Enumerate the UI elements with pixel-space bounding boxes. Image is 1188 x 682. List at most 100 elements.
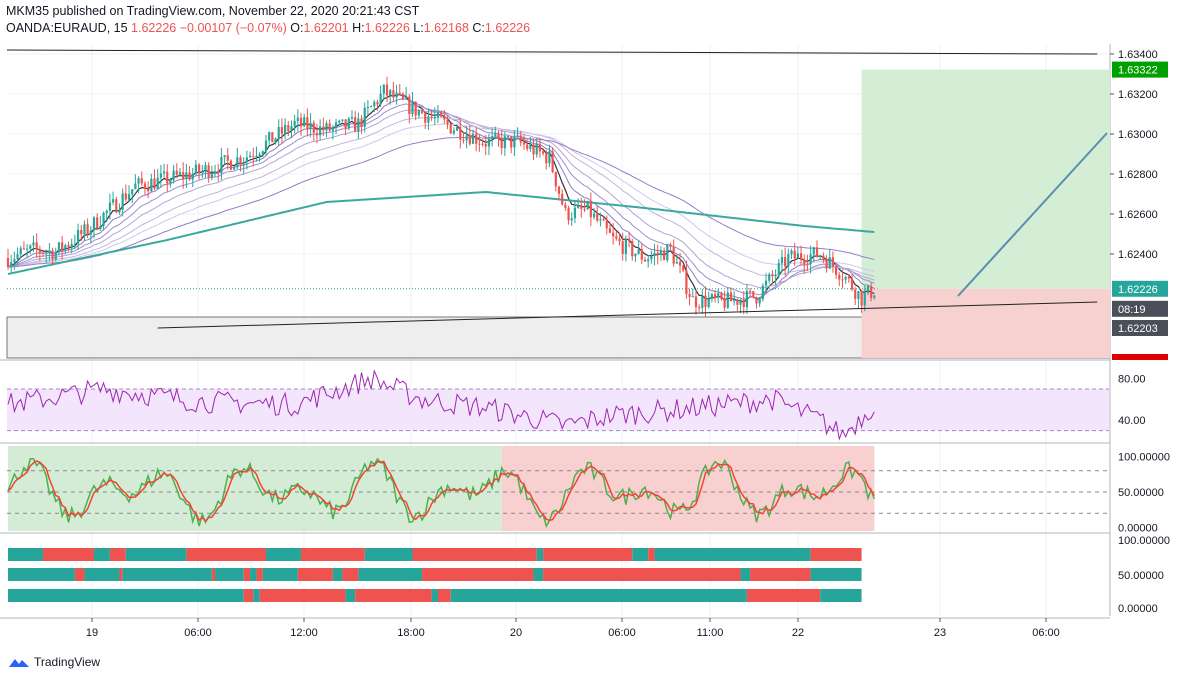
candle-body xyxy=(828,257,831,269)
stoch-k-line xyxy=(7,457,876,528)
candle-body xyxy=(271,132,274,143)
candle-body xyxy=(54,251,57,260)
stoch-zone xyxy=(501,446,875,531)
trend-bar-segment xyxy=(93,548,110,561)
candle-body xyxy=(185,172,188,179)
trend-bar-tick-label: 0.00000 xyxy=(1118,603,1158,615)
moving-average-ribbon xyxy=(7,94,878,304)
symbol-line: OANDA:EURAUD, 15 1.62226 −0.00107 (−0.07… xyxy=(6,20,530,37)
candle-body xyxy=(92,217,96,231)
trend-bar-segment xyxy=(119,568,123,581)
candle-body xyxy=(538,143,541,152)
candle-body xyxy=(749,290,752,292)
candle-body xyxy=(194,164,198,174)
candle-body xyxy=(449,124,452,134)
candle-body xyxy=(131,189,134,195)
trend-bar-segment xyxy=(358,568,423,581)
candle-body xyxy=(573,207,577,219)
low-value: 1.62168 xyxy=(423,21,469,35)
candle-body xyxy=(567,207,570,221)
trend-bar-segment xyxy=(746,589,821,602)
price-axis: 1.63400 1.63200 1.63000 1.62800 1.62600 1.624… xyxy=(1110,49,1170,615)
candle-body xyxy=(258,154,261,156)
trend-bar-segment xyxy=(8,589,244,602)
candle-body xyxy=(666,244,669,261)
position-zones xyxy=(861,69,1110,358)
trend-bar-segment xyxy=(536,548,544,561)
candle-body xyxy=(280,127,284,134)
low-label: L: xyxy=(413,21,424,35)
time-tick-label: 18:00 xyxy=(397,627,425,639)
candle-body xyxy=(147,188,150,192)
price-tag xyxy=(1112,61,1168,78)
candle-body xyxy=(870,286,873,299)
trend-bar-segment xyxy=(265,548,302,561)
close-label: C: xyxy=(472,21,485,35)
candle-body xyxy=(822,255,825,260)
candle-body xyxy=(80,230,83,235)
candle-body xyxy=(303,117,306,127)
candle-body xyxy=(229,160,233,170)
candle-body xyxy=(417,110,420,116)
candle-body xyxy=(96,217,99,229)
candle-body xyxy=(322,126,325,131)
candle-body xyxy=(430,116,433,118)
candle-body xyxy=(487,138,491,147)
candle-body xyxy=(580,205,583,209)
candle-body xyxy=(334,122,338,128)
open-value: 1.62201 xyxy=(303,21,349,35)
candle-body xyxy=(143,183,147,189)
candle-body xyxy=(382,84,385,94)
candle-body xyxy=(401,93,405,99)
candle-body xyxy=(207,165,210,178)
trend-bar-segment xyxy=(8,568,75,581)
time-tick-label: 23 xyxy=(934,627,946,639)
trend-bar-segment xyxy=(186,548,266,561)
candle-body xyxy=(182,172,185,179)
candle-body xyxy=(713,294,717,298)
time-tick-label: 12:00 xyxy=(290,627,318,639)
drawings[interactable] xyxy=(6,49,1108,329)
price-tick-label: 1.62800 xyxy=(1118,169,1158,181)
trend-bar-tick-label: 50.00000 xyxy=(1118,570,1164,582)
candle-body xyxy=(420,110,424,114)
candle-body xyxy=(513,136,516,148)
candle-body xyxy=(283,124,287,134)
candle-body xyxy=(672,247,675,264)
candle-body xyxy=(153,178,156,189)
candle-body xyxy=(446,119,449,125)
candle-body xyxy=(510,136,513,148)
candle-body xyxy=(605,220,608,229)
candle-body xyxy=(682,265,685,271)
candle-body xyxy=(252,155,255,157)
candle-body xyxy=(707,298,710,307)
candle-body xyxy=(678,262,682,266)
candle-body xyxy=(32,242,35,246)
candle-body xyxy=(471,133,475,144)
candle-body xyxy=(217,171,220,174)
candle-body xyxy=(127,194,131,200)
candle-body xyxy=(723,298,726,308)
candle-body xyxy=(835,266,838,275)
candle-body xyxy=(857,291,860,299)
candle-body xyxy=(570,218,573,221)
candle-body xyxy=(83,224,86,235)
candle-body xyxy=(38,248,41,253)
candle-body xyxy=(45,252,48,254)
candle-body xyxy=(497,133,500,139)
time-tick-label: 06:00 xyxy=(1032,627,1060,639)
candle-body xyxy=(459,126,462,140)
candle-body xyxy=(290,126,293,132)
high-label: H: xyxy=(352,21,365,35)
candle-body xyxy=(742,300,745,308)
symbol-name[interactable]: OANDA:EURAUD, 15 xyxy=(6,21,128,35)
trend-bar-segment xyxy=(342,568,359,581)
trend-bar-segment xyxy=(259,589,346,602)
candle-body xyxy=(621,241,624,254)
candle-body xyxy=(462,139,465,141)
candle-body xyxy=(236,157,239,168)
candle-body xyxy=(309,122,312,130)
candle-body xyxy=(16,254,19,260)
candle-body xyxy=(548,151,551,164)
